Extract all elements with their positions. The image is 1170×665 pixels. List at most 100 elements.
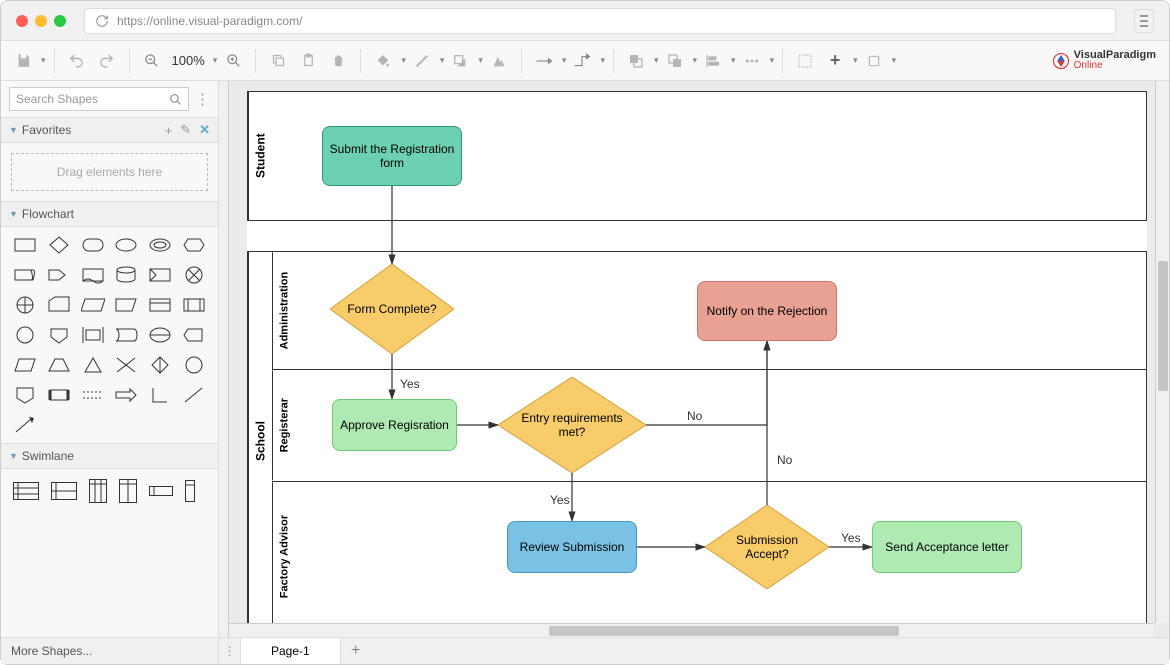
delete-button[interactable] xyxy=(324,47,352,75)
zoom-out-button[interactable] xyxy=(138,47,166,75)
zoom-level[interactable]: 100% xyxy=(172,53,205,68)
shape-item[interactable] xyxy=(11,385,39,405)
shape-item[interactable] xyxy=(11,415,39,435)
panel-favorites[interactable]: ▼Favorites + ✎ ✕ xyxy=(1,117,218,143)
scrollbar-v[interactable] xyxy=(1155,81,1169,623)
close-icon[interactable]: ✕ xyxy=(199,122,210,138)
shape-item[interactable] xyxy=(79,355,107,375)
extras-button[interactable] xyxy=(860,47,888,75)
bottom-bar: More Shapes... ⋮ Page-1 + xyxy=(1,637,1169,664)
flowchart-process[interactable]: Approve Regisration xyxy=(332,399,457,451)
shape-item[interactable] xyxy=(11,295,39,315)
shape-item[interactable] xyxy=(11,355,39,375)
paste-button[interactable] xyxy=(294,47,322,75)
shape-item[interactable] xyxy=(79,295,107,315)
shape-item[interactable] xyxy=(113,325,141,345)
edit-icon[interactable]: ✎ xyxy=(180,122,191,138)
dot-close[interactable] xyxy=(16,15,28,27)
save-button[interactable] xyxy=(9,47,37,75)
shape-item[interactable] xyxy=(11,265,39,285)
shape-item[interactable] xyxy=(180,265,208,285)
shape-item[interactable] xyxy=(113,355,141,375)
flowchart-process[interactable]: Send Acceptance letter xyxy=(872,521,1022,573)
shape-item[interactable] xyxy=(11,235,39,255)
shape-item[interactable] xyxy=(79,265,107,285)
drag-area[interactable]: Drag elements here xyxy=(11,153,208,191)
zoom-in-button[interactable] xyxy=(219,47,247,75)
lane-title: Registerar xyxy=(272,370,296,480)
tab-page1[interactable]: Page-1 xyxy=(241,638,341,664)
search-shapes-input[interactable]: Search Shapes xyxy=(9,87,189,111)
shape-item[interactable] xyxy=(146,385,174,405)
shape-item[interactable] xyxy=(79,385,107,405)
shape-item[interactable] xyxy=(180,325,208,345)
canvas[interactable]: StudentSchoolAdministrationRegisterarFac… xyxy=(219,81,1169,637)
shape-item[interactable] xyxy=(45,235,73,255)
toback-button[interactable] xyxy=(661,47,689,75)
flowchart-process[interactable]: Submit the Registration form xyxy=(322,126,462,186)
swimlane-label: Swimlane xyxy=(22,449,74,463)
stroke-button[interactable] xyxy=(408,47,436,75)
shape-item[interactable] xyxy=(180,385,208,405)
url-bar[interactable]: https://online.visual-paradigm.com/ xyxy=(84,8,1116,34)
shape-item[interactable] xyxy=(79,325,107,345)
shape-item[interactable] xyxy=(113,265,141,285)
shape-item[interactable] xyxy=(79,235,107,255)
shape-item[interactable] xyxy=(146,265,174,285)
swimlane-shape[interactable] xyxy=(185,480,195,502)
paper[interactable]: StudentSchoolAdministrationRegisterarFac… xyxy=(247,91,1147,637)
shape-item[interactable] xyxy=(45,325,73,345)
swimlane-shape[interactable] xyxy=(149,486,173,496)
shape-item[interactable] xyxy=(146,295,174,315)
dot-max[interactable] xyxy=(54,15,66,27)
style-button[interactable] xyxy=(485,47,513,75)
flowchart-decision[interactable]: Entry requirements met? xyxy=(498,377,646,473)
distribute-button[interactable] xyxy=(738,47,766,75)
flowchart-decision[interactable]: Form Complete? xyxy=(330,264,454,354)
shape-item[interactable] xyxy=(45,295,73,315)
undo-button[interactable] xyxy=(63,47,91,75)
grid-button[interactable] xyxy=(791,47,819,75)
shape-item[interactable] xyxy=(11,325,39,345)
shadow-button[interactable] xyxy=(446,47,474,75)
swimlane-shape[interactable] xyxy=(13,482,39,500)
swimlane-shape[interactable] xyxy=(89,479,107,503)
shape-item[interactable] xyxy=(113,235,141,255)
scrollbar-h[interactable] xyxy=(229,623,1154,637)
more-icon[interactable]: ⋮ xyxy=(195,90,210,108)
browser-bar: https://online.visual-paradigm.com/ xyxy=(1,1,1169,41)
redo-button[interactable] xyxy=(93,47,121,75)
brand-logo[interactable]: VisualParadigmOnline xyxy=(1052,50,1161,71)
shape-item[interactable] xyxy=(45,385,73,405)
fill-button[interactable] xyxy=(369,47,397,75)
shape-item[interactable] xyxy=(45,265,73,285)
shape-item[interactable] xyxy=(146,355,174,375)
connector-button[interactable] xyxy=(530,47,558,75)
shape-item[interactable] xyxy=(146,325,174,345)
more-shapes-button[interactable]: More Shapes... xyxy=(1,638,219,664)
tofront-button[interactable] xyxy=(622,47,650,75)
shape-item[interactable] xyxy=(180,355,208,375)
copy-button[interactable] xyxy=(264,47,292,75)
panel-swimlane[interactable]: ▼Swimlane xyxy=(1,443,218,469)
flowchart-process[interactable]: Notify on the Rejection xyxy=(697,281,837,341)
tab-handle[interactable]: ⋮ xyxy=(219,638,241,664)
add-icon[interactable]: + xyxy=(165,123,173,138)
dot-min[interactable] xyxy=(35,15,47,27)
flowchart-process[interactable]: Review Submission xyxy=(507,521,637,573)
shape-item[interactable] xyxy=(146,235,174,255)
shape-item[interactable] xyxy=(113,385,141,405)
panel-flowchart[interactable]: ▼Flowchart xyxy=(1,201,218,227)
shape-item[interactable] xyxy=(45,355,73,375)
flowchart-decision[interactable]: Submission Accept? xyxy=(705,505,829,589)
shape-item[interactable] xyxy=(180,235,208,255)
shape-item[interactable] xyxy=(180,295,208,315)
swimlane-shape[interactable] xyxy=(119,479,137,503)
menu-icon[interactable] xyxy=(1134,9,1154,33)
shape-item[interactable] xyxy=(113,295,141,315)
align-button[interactable] xyxy=(699,47,727,75)
swimlane-shape[interactable] xyxy=(51,482,77,500)
add-button[interactable]: + xyxy=(821,47,849,75)
add-page-button[interactable]: + xyxy=(341,638,371,664)
waypoint-button[interactable] xyxy=(568,47,596,75)
